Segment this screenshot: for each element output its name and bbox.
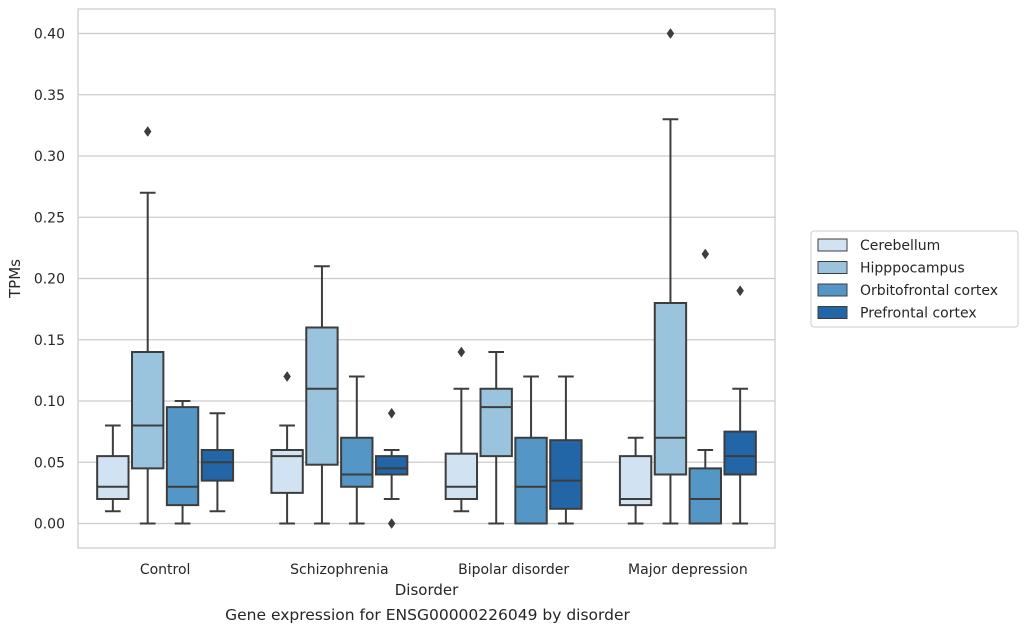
box-3-2 [549,375,583,525]
legend-label: Cerebellum [860,238,940,254]
box-iqr [479,387,513,458]
legend-swatch [817,238,848,252]
box-2-1 [340,375,374,525]
boxes [96,28,757,529]
box-0-2 [444,346,479,513]
x-tick-labels: Control Schizophrenia Bipolar disorder Majo… [140,562,748,578]
y-tick-label: 0.15 [34,333,65,349]
outlier-point [666,28,675,39]
box-iqr [618,455,653,507]
box-iqr [96,455,130,500]
outlier-point [387,407,396,419]
box-2-0 [165,400,200,525]
x-tick-label: Bipolar disorder [458,562,569,578]
y-tick-labels: 0.00 0.05 0.10 0.15 0.20 0.25 0.30 0.35 0.40 [34,27,65,533]
legend-swatch [817,306,848,319]
y-tick-label: 0.20 [34,272,65,288]
box-1-2 [479,351,513,525]
box-iqr [165,406,200,507]
box-iqr [305,326,339,466]
box-iqr [340,436,374,488]
y-tick-label: 0.30 [34,149,65,165]
box-1-0 [131,126,165,525]
figure-caption: Gene expression for ENSG00000226049 by d… [225,606,630,624]
box-2-3 [688,248,722,525]
y-tick-label: 0.40 [34,27,65,43]
box-iqr [549,439,583,510]
outlier-point [387,518,396,529]
box-iqr [374,455,409,476]
outlier-point [457,346,466,358]
x-axis-title: Disorder [395,581,459,599]
box-iqr [131,351,165,470]
box-iqr [200,449,235,482]
legend: Cerebellum Hipppocampus Orbitofrontal cort… [810,230,1019,328]
box-0-1 [270,371,304,525]
x-tick-label: Major depression [628,562,748,578]
legend-label: Orbitofrontal cortex [860,283,998,299]
plot-area-frame [77,8,776,549]
y-tick-label: 0.35 [34,88,65,104]
box-3-1 [374,407,409,529]
y-tick-label: 0.10 [34,394,65,410]
box-iqr [688,467,722,525]
box-iqr [653,302,688,476]
legend-frame [810,230,1019,328]
box-iqr [444,452,479,500]
y-tick-label: 0.05 [34,455,65,471]
x-tick-label: Control [140,562,191,578]
box-0-0 [96,424,130,513]
box-iqr [723,430,757,476]
outlier-point [736,285,744,297]
y-tick-label: 0.25 [34,210,65,226]
box-0-3 [618,436,653,525]
box-2-2 [514,375,548,525]
box-3-0 [200,412,235,513]
legend-swatch [817,261,848,274]
outlier-point [143,126,152,137]
legend-label: Hipppocampus [860,261,965,277]
legend-swatch [817,283,848,297]
box-iqr [270,449,304,494]
outlier-point [283,371,291,382]
x-tick-label: Schizophrenia [290,562,388,578]
legend-label: Prefrontal cortex [860,306,977,322]
box-1-1 [305,265,339,525]
outlier-point [701,248,710,260]
y-axis-title: TPMs [6,259,24,299]
box-3-3 [723,285,757,525]
box-iqr [514,436,548,525]
box-1-3 [653,28,688,525]
y-tick-label: 0.00 [34,517,65,533]
